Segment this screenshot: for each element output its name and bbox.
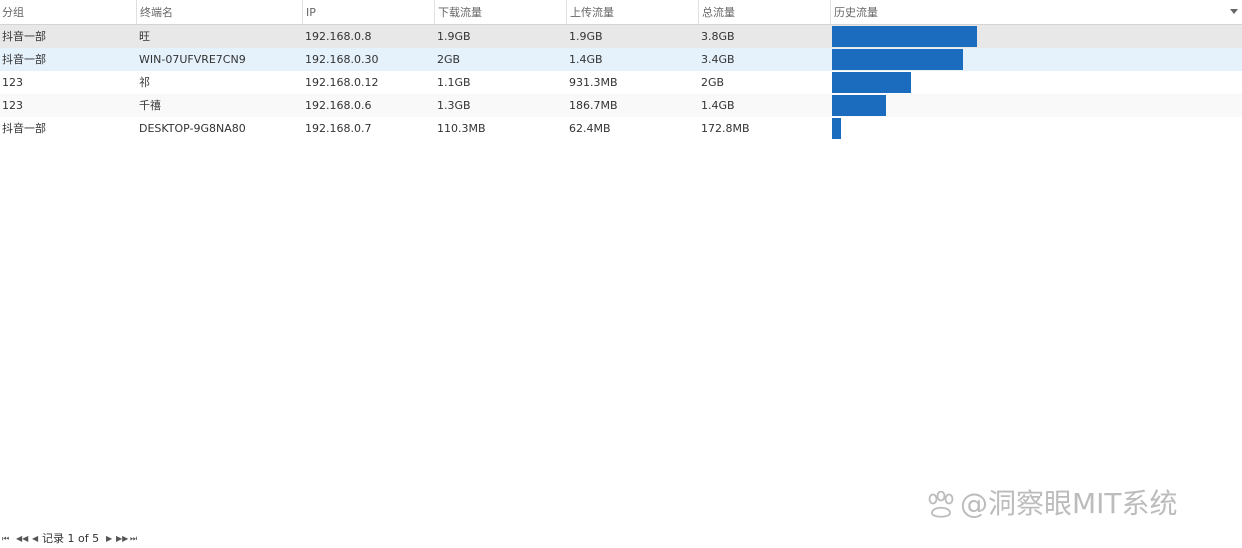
cell-upload: 62.4MB xyxy=(569,122,611,135)
history-traffic-bar xyxy=(832,26,977,47)
prev-page-icon[interactable]: ◀ xyxy=(32,534,39,543)
watermark-text: @洞察眼MIT系统 xyxy=(960,487,1178,520)
cell-group: 123 xyxy=(2,99,23,112)
column-header-group[interactable]: 分组 xyxy=(2,6,24,19)
history-traffic-bar xyxy=(832,95,886,116)
cell-terminal: 祁 xyxy=(139,76,150,89)
table-row[interactable]: 123 祁 192.168.0.12 1.1GB 931.3MB 2GB xyxy=(0,71,1242,94)
record-counter: 记录 1 of 5 xyxy=(42,532,100,545)
cell-total: 2GB xyxy=(701,76,725,89)
cell-upload: 931.3MB xyxy=(569,76,618,89)
column-header-history-label: 历史流量 xyxy=(834,6,878,19)
cell-ip: 192.168.0.6 xyxy=(305,99,372,112)
history-traffic-bar xyxy=(832,49,963,70)
pagination-bar: ⏮ ◀◀ ◀ 记录 1 of 5 ▶ ▶▶ ⏭ xyxy=(0,530,300,548)
column-header-ip[interactable]: IP xyxy=(302,0,434,24)
column-header-total[interactable]: 总流量 xyxy=(698,0,830,24)
cell-group: 抖音一部 xyxy=(2,53,46,66)
last-page-icon[interactable]: ⏭ xyxy=(130,534,138,543)
cell-download: 1.1GB xyxy=(437,76,471,89)
cell-terminal: WIN-07UFVRE7CN9 xyxy=(139,53,246,66)
cell-terminal: 千禧 xyxy=(139,99,161,112)
cell-download: 1.3GB xyxy=(437,99,471,112)
cell-ip: 192.168.0.30 xyxy=(305,53,379,66)
cell-ip: 192.168.0.12 xyxy=(305,76,379,89)
watermark: @洞察眼MIT系统 xyxy=(926,484,1178,524)
column-header-history[interactable]: 历史流量 xyxy=(830,0,1242,24)
next-fast-icon[interactable]: ▶▶ xyxy=(116,534,129,543)
cell-group: 123 xyxy=(2,76,23,89)
cell-upload: 186.7MB xyxy=(569,99,618,112)
next-page-icon[interactable]: ▶ xyxy=(106,534,113,543)
cell-total: 1.4GB xyxy=(701,99,735,112)
column-header-upload[interactable]: 上传流量 xyxy=(566,0,698,24)
prev-fast-icon[interactable]: ◀◀ xyxy=(16,534,29,543)
cell-group: 抖音一部 xyxy=(2,122,46,135)
table-header: 分组 终端名 IP 下载流量 上传流量 总流量 历史流量 xyxy=(0,0,1242,25)
column-header-download[interactable]: 下载流量 xyxy=(434,0,566,24)
traffic-table: 分组 终端名 IP 下载流量 上传流量 总流量 历史流量 抖音一部 旺 192.16… xyxy=(0,0,1242,140)
cell-terminal: DESKTOP-9G8NA80 xyxy=(139,122,246,135)
cell-download: 1.9GB xyxy=(437,30,471,43)
cell-total: 3.4GB xyxy=(701,53,735,66)
column-header-terminal[interactable]: 终端名 xyxy=(136,0,302,24)
table-row[interactable]: 抖音一部 旺 192.168.0.8 1.9GB 1.9GB 3.8GB xyxy=(0,25,1242,48)
cell-total: 172.8MB xyxy=(701,122,750,135)
cell-ip: 192.168.0.8 xyxy=(305,30,372,43)
table-row[interactable]: 抖音一部 WIN-07UFVRE7CN9 192.168.0.30 2GB 1.4GB 3… xyxy=(0,48,1242,71)
paw-logo-icon xyxy=(928,491,954,518)
cell-download: 2GB xyxy=(437,53,461,66)
cell-total: 3.8GB xyxy=(701,30,735,43)
sort-dropdown-icon[interactable] xyxy=(1230,9,1238,14)
table-row[interactable]: 123 千禧 192.168.0.6 1.3GB 186.7MB 1.4GB xyxy=(0,94,1242,117)
history-traffic-bar xyxy=(832,72,911,93)
cell-download: 110.3MB xyxy=(437,122,486,135)
cell-ip: 192.168.0.7 xyxy=(305,122,372,135)
first-page-icon[interactable]: ⏮ xyxy=(2,534,10,543)
cell-group: 抖音一部 xyxy=(2,30,46,43)
cell-upload: 1.9GB xyxy=(569,30,603,43)
cell-upload: 1.4GB xyxy=(569,53,603,66)
cell-terminal: 旺 xyxy=(139,30,150,43)
table-row[interactable]: 抖音一部 DESKTOP-9G8NA80 192.168.0.7 110.3MB 62.… xyxy=(0,117,1242,140)
history-traffic-bar xyxy=(832,118,841,139)
